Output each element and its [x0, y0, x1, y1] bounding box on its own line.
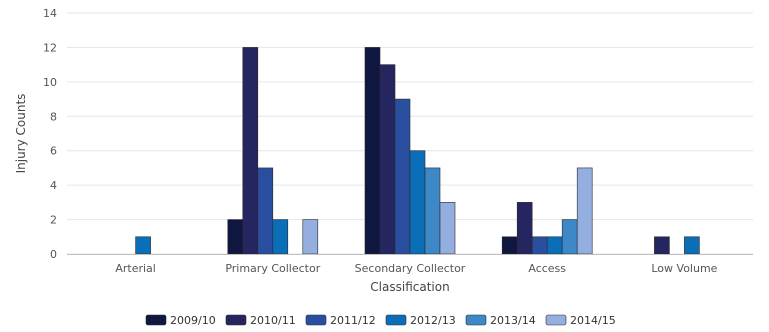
y-tick-label: 4: [50, 179, 57, 192]
bar: [576, 167, 593, 255]
legend-swatch: [305, 314, 327, 326]
bar: [409, 150, 426, 255]
legend-swatch: [385, 314, 407, 326]
y-tick-label: 8: [50, 110, 57, 123]
y-tick-label: 0: [50, 248, 57, 261]
bar: [546, 236, 563, 255]
y-axis-title: Injury Counts: [14, 94, 28, 174]
bar: [439, 202, 456, 255]
bar: [684, 236, 700, 255]
bar: [654, 236, 670, 255]
legend-label: 2014/15: [570, 314, 616, 327]
y-tick-label: 6: [50, 145, 57, 158]
legend-swatch: [225, 314, 247, 326]
legend-swatch: [545, 314, 567, 326]
x-tick-label: Primary Collector: [225, 262, 320, 275]
bar: [257, 167, 274, 255]
bar: [501, 236, 518, 255]
x-axis-tick-labels: Arterial Primary Collector Secondary Colle…: [115, 262, 717, 275]
legend-label: 2012/13: [410, 314, 456, 327]
bar: [364, 47, 381, 255]
legend: 2009/10 2010/11 2011/12 2012/13 2013/14 2014/…: [145, 314, 616, 327]
bar: [302, 219, 319, 255]
bar: [561, 219, 578, 255]
y-tick-label: 2: [50, 214, 57, 227]
legend-label: 2010/11: [250, 314, 296, 327]
bar: [135, 236, 151, 255]
y-tick-label: 10: [43, 76, 57, 89]
x-tick-label: Access: [528, 262, 566, 275]
bar: [242, 47, 259, 255]
y-tick-label: 14: [43, 7, 57, 20]
bar: [516, 202, 533, 255]
x-tick-label: Low Volume: [651, 262, 717, 275]
bar: [227, 219, 244, 255]
bar: [379, 64, 396, 255]
x-tick-label: Secondary Collector: [355, 262, 466, 275]
bar: [272, 219, 289, 255]
x-axis-title: Classification: [370, 280, 449, 294]
legend-swatch: [465, 314, 487, 326]
bar: [424, 167, 441, 255]
y-tick-label: 12: [43, 41, 57, 54]
legend-label: 2009/10: [170, 314, 216, 327]
x-tick-label: Arterial: [115, 262, 156, 275]
bar: [531, 236, 548, 255]
legend-label: 2011/12: [330, 314, 376, 327]
legend-label: 2013/14: [490, 314, 536, 327]
y-axis-tick-labels: 0 2 4 6 8 10 12 14: [43, 7, 57, 261]
legend-swatch: [145, 314, 167, 326]
bar: [394, 98, 411, 255]
